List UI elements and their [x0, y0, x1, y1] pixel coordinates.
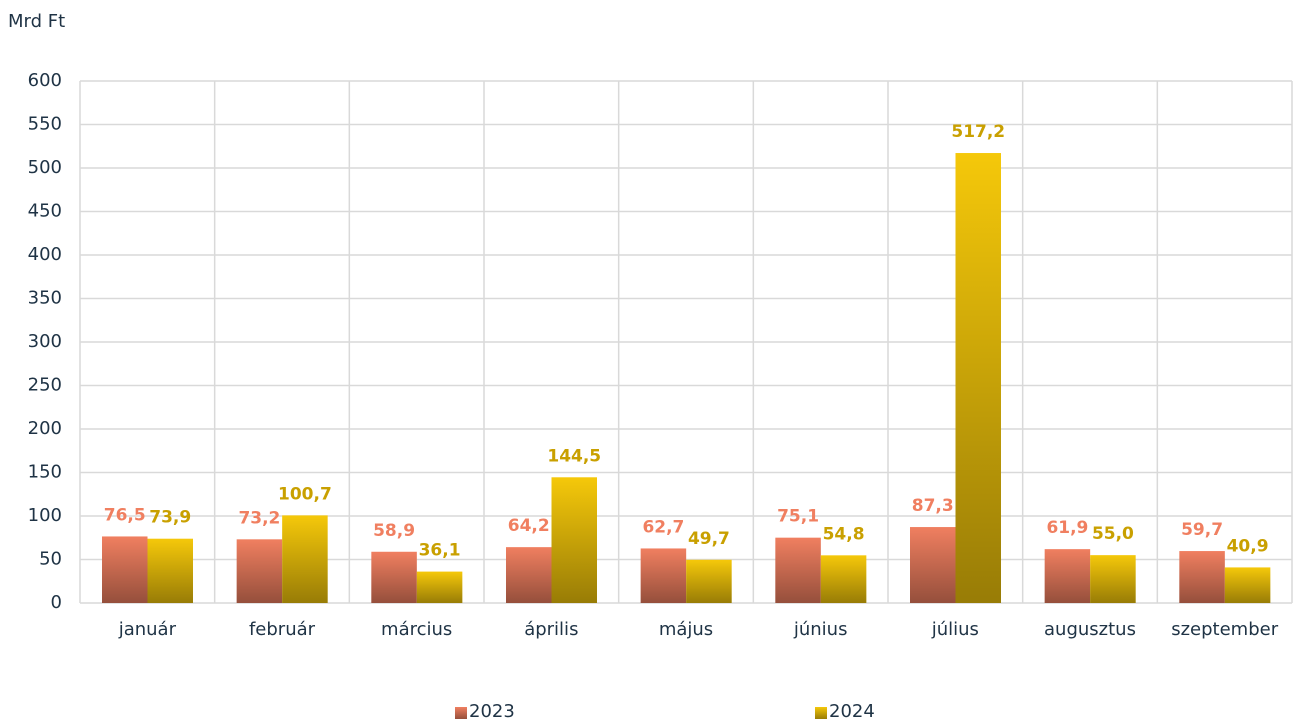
value-label: 40,9 [1227, 536, 1269, 556]
value-label: 62,7 [642, 517, 684, 537]
value-label: 517,2 [951, 122, 1005, 142]
y-tick-label: 150 [28, 462, 62, 483]
y-tick-label: 500 [28, 157, 62, 178]
value-label: 75,1 [777, 507, 819, 527]
bar [147, 538, 193, 603]
x-tick-label: április [524, 619, 578, 640]
bar [955, 153, 1001, 603]
x-tick-label: március [381, 619, 452, 640]
y-tick-label: 350 [28, 288, 62, 309]
value-label: 61,9 [1046, 518, 1088, 538]
legend-label: 2023 [469, 701, 515, 721]
bar [236, 539, 283, 603]
value-label: 100,7 [278, 484, 332, 504]
y-tick-label: 300 [28, 331, 62, 352]
value-label: 58,9 [373, 521, 415, 541]
legend-swatch-shade [455, 707, 467, 719]
bar [282, 515, 328, 603]
value-label: 54,8 [823, 524, 865, 544]
x-tick-label: augusztus [1044, 619, 1136, 640]
x-tick-label: május [659, 619, 713, 640]
bar [775, 537, 821, 603]
value-label: 87,3 [912, 496, 954, 516]
bar [551, 477, 597, 603]
legend-swatch-shade [815, 707, 827, 719]
value-label: 73,2 [238, 508, 280, 528]
y-axis-label: Mrd Ft [8, 11, 65, 32]
bar [1090, 555, 1136, 603]
value-label: 59,7 [1181, 520, 1223, 540]
value-label: 73,9 [149, 508, 191, 528]
bar [506, 547, 552, 603]
y-tick-label: 100 [28, 505, 62, 526]
y-tick-label: 50 [39, 549, 62, 570]
bar [820, 555, 867, 603]
bar [371, 551, 417, 603]
bar [1044, 549, 1091, 603]
value-label: 144,5 [547, 446, 601, 466]
bar [1224, 567, 1271, 603]
x-tick-label: január [118, 619, 177, 640]
legend-label: 2024 [829, 701, 875, 721]
bar [1179, 551, 1225, 603]
y-tick-label: 200 [28, 418, 62, 439]
bar [686, 559, 732, 603]
bar [910, 527, 956, 603]
x-tick-label: szeptember [1171, 619, 1278, 640]
value-label: 64,2 [508, 516, 550, 536]
bar [640, 548, 687, 603]
x-tick-label: július [931, 619, 979, 640]
y-tick-label: 0 [51, 592, 62, 613]
bar [416, 571, 463, 603]
value-label: 36,1 [419, 541, 461, 561]
y-tick-label: 400 [28, 244, 62, 265]
bar [102, 536, 148, 603]
value-label: 76,5 [104, 505, 146, 525]
y-tick-label: 600 [28, 70, 62, 91]
x-tick-label: június [793, 619, 848, 640]
y-tick-label: 550 [28, 114, 62, 135]
y-tick-label: 450 [28, 201, 62, 222]
y-tick-label: 250 [28, 375, 62, 396]
value-label: 55,0 [1092, 524, 1134, 544]
value-label: 49,7 [688, 529, 730, 549]
x-tick-label: február [249, 619, 316, 640]
